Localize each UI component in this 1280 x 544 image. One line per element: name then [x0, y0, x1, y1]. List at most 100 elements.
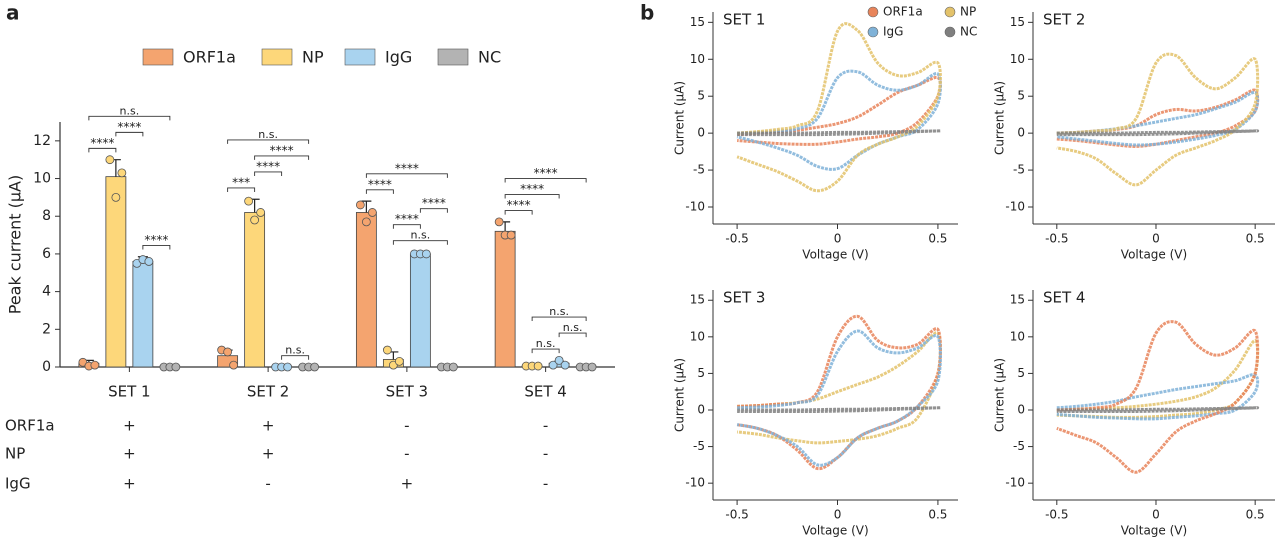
significance-bracket [142, 244, 171, 250]
significance-bracket [504, 210, 533, 215]
y-tick-label: -10 [685, 476, 705, 490]
x-tick-label: SET 4 [524, 383, 566, 401]
significance-bracket [365, 173, 448, 178]
y-tick-label: 15 [1010, 15, 1025, 29]
data-point [117, 168, 127, 178]
significance-bracket [115, 131, 144, 137]
condition-mark: + [262, 445, 275, 463]
significance-bracket [254, 171, 283, 176]
y-tick-label: 0 [697, 403, 705, 417]
chart-title: SET 1 [723, 11, 765, 29]
significance-label: **** [90, 136, 114, 150]
significance-label: n.s. [120, 104, 140, 117]
y-tick-label: 15 [690, 15, 705, 29]
legend-label: IgG [883, 25, 903, 39]
y-tick-label: 10 [33, 171, 51, 187]
x-tick-label: -0.5 [1045, 508, 1068, 522]
y-tick-label: 10 [1010, 329, 1025, 343]
y-tick-label: 15 [690, 293, 705, 307]
significance-label: **** [507, 198, 531, 212]
y-tick-label: 5 [1017, 366, 1025, 380]
y-tick-label: 6 [42, 246, 51, 262]
cv-curve [737, 406, 942, 413]
y-axis-label: Peak current (μA) [6, 175, 25, 315]
significance-label: n.s. [411, 229, 431, 242]
cv-curve [737, 129, 942, 137]
y-tick-label: 2 [42, 321, 51, 337]
x-tick-label: SET 3 [386, 383, 428, 401]
y-tick-label: 5 [1017, 89, 1025, 103]
data-point [171, 362, 181, 372]
cv-curve [736, 69, 942, 171]
legend-label: ORF1a [183, 48, 236, 67]
data-point [382, 345, 392, 355]
significance-label: **** [395, 161, 419, 175]
y-axis-label: Current (μA) [993, 358, 1007, 432]
y-tick-label: 8 [42, 208, 51, 224]
y-tick-label: 15 [1010, 293, 1025, 307]
significance-bracket [227, 139, 310, 144]
data-point [367, 208, 377, 217]
chart-title: SET 4 [1043, 289, 1085, 307]
significance-bracket [504, 178, 587, 183]
legend-marker [944, 6, 956, 18]
significance-label: **** [534, 166, 558, 180]
condition-mark: - [404, 417, 409, 435]
cv-curve [736, 329, 942, 467]
condition-mark: + [401, 475, 414, 493]
significance-bracket [419, 208, 448, 213]
legend-label: IgG [385, 48, 412, 67]
significance-label: n.s. [536, 337, 556, 350]
x-tick-label: SET 1 [108, 383, 150, 401]
significance-bracket [392, 240, 448, 245]
legend-label: NP [302, 48, 324, 67]
significance-label: n.s. [563, 321, 583, 334]
significance-label: **** [117, 120, 141, 134]
cv-curve [1056, 129, 1260, 137]
x-axis-label: Voltage (V) [1121, 524, 1187, 538]
significance-bracket [392, 224, 421, 229]
significance-bracket [227, 187, 256, 192]
x-tick-label: -0.5 [725, 232, 748, 246]
data-point [361, 217, 371, 227]
data-point [283, 362, 293, 372]
x-tick-label: 0.5 [928, 508, 947, 522]
condition-label: ORF1a [5, 417, 55, 435]
significance-bracket [281, 355, 310, 360]
y-tick-label: -5 [1013, 439, 1025, 453]
bar [494, 230, 516, 368]
data-point [223, 347, 233, 357]
data-point [105, 155, 115, 165]
legend-label: NC [478, 48, 501, 67]
legend-swatch [142, 48, 174, 66]
condition-mark: + [123, 417, 136, 435]
y-axis-label: Current (μA) [673, 81, 687, 155]
legend-marker [944, 26, 956, 38]
cv-curve [1056, 52, 1260, 187]
significance-bracket [558, 332, 587, 338]
significance-bracket [254, 155, 310, 160]
x-tick-label: -0.5 [725, 508, 748, 522]
x-tick-label: 0.5 [1246, 232, 1265, 246]
significance-label: **** [256, 159, 280, 173]
y-tick-label: 0 [697, 126, 705, 140]
x-axis-label: Voltage (V) [802, 248, 868, 262]
data-point [310, 362, 320, 372]
condition-mark: + [123, 445, 136, 463]
x-tick-label: 0.5 [928, 232, 947, 246]
condition-mark: - [543, 475, 548, 493]
x-tick-label: 0.5 [1246, 508, 1265, 522]
condition-mark: - [543, 445, 548, 463]
cv-curve [736, 22, 942, 193]
significance-label: **** [520, 182, 544, 196]
significance-label: **** [270, 143, 294, 157]
y-tick-label: -10 [1005, 200, 1025, 214]
x-tick-label: 0 [834, 508, 842, 522]
significance-bracket [531, 316, 587, 322]
data-point [144, 257, 154, 266]
significance-bracket [531, 348, 560, 354]
data-point [506, 230, 516, 240]
condition-mark: + [123, 475, 136, 493]
y-tick-label: -10 [685, 200, 705, 214]
